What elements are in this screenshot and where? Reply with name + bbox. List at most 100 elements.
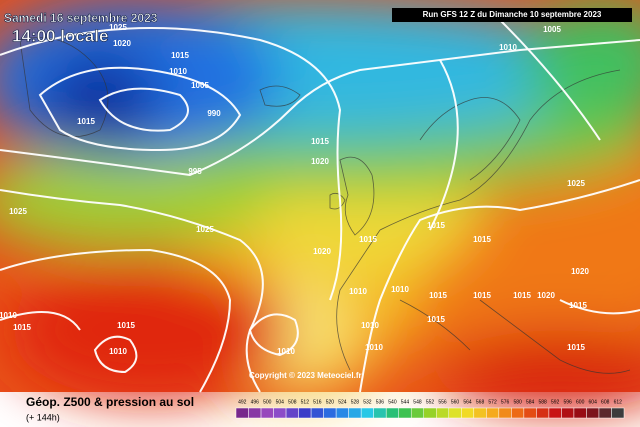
- isobar-label: 1005: [191, 81, 209, 90]
- isobar-label: 1010: [0, 311, 17, 320]
- scale-cell: [611, 407, 625, 419]
- isobar-label: 1015: [311, 137, 329, 146]
- isobar-label: 1010: [109, 347, 127, 356]
- isobar-label: 1015: [13, 323, 31, 332]
- scale-label: 536: [376, 399, 385, 405]
- isobar-label: 1010: [391, 285, 409, 294]
- scale-label: 576: [501, 399, 510, 405]
- isobar-label: 1020: [571, 267, 589, 276]
- isobar-label: 995: [188, 167, 202, 176]
- scale-label: 492: [238, 399, 247, 405]
- geopotential-field: [0, 0, 640, 410]
- scale-label: 516: [313, 399, 322, 405]
- scale-cell: [461, 407, 475, 419]
- scale-label: 572: [488, 399, 497, 405]
- isobar-label: 1015: [171, 51, 189, 60]
- scale-label: 596: [564, 399, 573, 405]
- scale-cell: [360, 407, 374, 419]
- scale-cell: [385, 407, 399, 419]
- scale-cell: [423, 407, 437, 419]
- isobar-label: 1005: [543, 25, 561, 34]
- scale-label: 612: [614, 399, 623, 405]
- map-date: Samedi 16 septembre 2023: [4, 11, 158, 25]
- scale-cell: [273, 407, 287, 419]
- scale-label: 520: [326, 399, 335, 405]
- scale-label: 608: [601, 399, 610, 405]
- scale-cell: [573, 407, 587, 419]
- scale-cell: [473, 407, 487, 419]
- isobar-label: 1015: [359, 235, 377, 244]
- isobar-label: 1015: [427, 315, 445, 324]
- scale-label: 508: [288, 399, 297, 405]
- isobars: [0, 19, 640, 393]
- scale-label: 504: [276, 399, 285, 405]
- scale-cell: [335, 407, 349, 419]
- isobar-label: 1015: [77, 117, 95, 126]
- scale-cell: [398, 407, 412, 419]
- isobar-label: 1025: [196, 225, 214, 234]
- isobar-label: 990: [207, 109, 221, 118]
- scale-label: 528: [351, 399, 360, 405]
- scale-label: 540: [388, 399, 397, 405]
- isobar-label: 1020: [113, 39, 131, 48]
- isobar-label: 1025: [9, 207, 27, 216]
- footer-subtitle: (+ 144h): [26, 412, 60, 422]
- isobar-label: 1010: [349, 287, 367, 296]
- isobar-label: 1015: [569, 301, 587, 310]
- isobar-label: 1010: [499, 43, 517, 52]
- isobar-label: 1020: [313, 247, 331, 256]
- scale-label: 548: [413, 399, 422, 405]
- isobar-label: 1010: [365, 343, 383, 352]
- scale-label: 500: [263, 399, 272, 405]
- scale-cell: [323, 407, 337, 419]
- scale-cell: [436, 407, 450, 419]
- scale-label: 584: [526, 399, 535, 405]
- scale-cell: [523, 407, 537, 419]
- scale-cell: [248, 407, 262, 419]
- isobar-label: 1010: [361, 321, 379, 330]
- run-box: [392, 8, 632, 22]
- scale-label: 564: [463, 399, 472, 405]
- run-info: Run GFS 12 Z du Dimanche 10 septembre 20…: [423, 10, 602, 19]
- isobar-label: 1010: [169, 67, 187, 76]
- scale-cell: [260, 407, 274, 419]
- isobar-label: 1020: [537, 291, 555, 300]
- isobar-label: 1025: [109, 23, 127, 32]
- scale-label: 600: [576, 399, 585, 405]
- scale-label: 552: [426, 399, 435, 405]
- scale-label: 568: [476, 399, 485, 405]
- scale-label: 512: [301, 399, 310, 405]
- scale-cell: [373, 407, 387, 419]
- scale-cell: [561, 407, 575, 419]
- isobar-label: 1015: [513, 291, 531, 300]
- scale-cell: [348, 407, 362, 419]
- color-scale: 492 496 500 504 508 512 516 520 524 528 532 536 540 5…: [235, 399, 625, 419]
- isobar-label: 1015: [117, 321, 135, 330]
- scale-label: 592: [551, 399, 560, 405]
- coastlines: [19, 37, 631, 374]
- map-time: 14:00 locale: [12, 26, 108, 45]
- scale-label: 496: [251, 399, 260, 405]
- scale-cell: [310, 407, 324, 419]
- scale-cell: [586, 407, 600, 419]
- scale-cell: [536, 407, 550, 419]
- isobar-label: 1015: [567, 343, 585, 352]
- scale-label: 588: [538, 399, 547, 405]
- scale-label: 544: [401, 399, 410, 405]
- scale-cell: [511, 407, 525, 419]
- scale-label: 532: [363, 399, 372, 405]
- scale-label: 604: [589, 399, 598, 405]
- scale-cell: [448, 407, 462, 419]
- scale-cell: [285, 407, 299, 419]
- scale-cell: [486, 407, 500, 419]
- isobar-label: 1025: [567, 179, 585, 188]
- scale-cell: [498, 407, 512, 419]
- copyright: Copyright © 2023 Meteociel.fr: [249, 371, 362, 380]
- scale-cell: [548, 407, 562, 419]
- scale-cell: [410, 407, 424, 419]
- scale-label: 580: [513, 399, 522, 405]
- isobar-label: 1015: [473, 235, 491, 244]
- scale-label: 524: [338, 399, 347, 405]
